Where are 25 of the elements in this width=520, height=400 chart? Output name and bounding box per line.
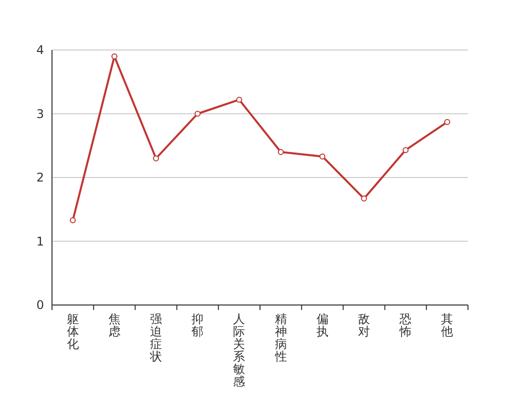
x-tick-label: 抑郁 (192, 312, 204, 338)
point (111, 53, 118, 60)
point (319, 153, 326, 160)
point (70, 217, 76, 224)
y-tick-label: 3 (36, 106, 44, 121)
x-tick-label: 敌对 (358, 312, 370, 338)
x-tick-label: 人际关系敏感 (233, 312, 246, 388)
y-tick-label: 2 (36, 170, 44, 184)
point (444, 119, 450, 126)
point (361, 196, 367, 202)
point (194, 110, 201, 117)
point (278, 149, 284, 155)
x-tick-label: 偏执 (316, 312, 328, 338)
point (153, 155, 159, 162)
y-tick-label: 4 (36, 43, 44, 57)
y-tick-label: 0 (36, 298, 44, 312)
point (402, 147, 409, 154)
point (236, 96, 242, 103)
x-tick-label: 其他 (441, 312, 454, 338)
x-tick-label: 躯体化 (66, 312, 79, 351)
x-tick-label: 强迫症状 (149, 312, 162, 364)
x-tick-label: 焦虑 (108, 312, 120, 338)
y-tick-label: 1 (36, 234, 44, 248)
x-tick-label: 恐怖 (398, 312, 412, 338)
x-tick-label: 精神病性 (274, 312, 287, 364)
